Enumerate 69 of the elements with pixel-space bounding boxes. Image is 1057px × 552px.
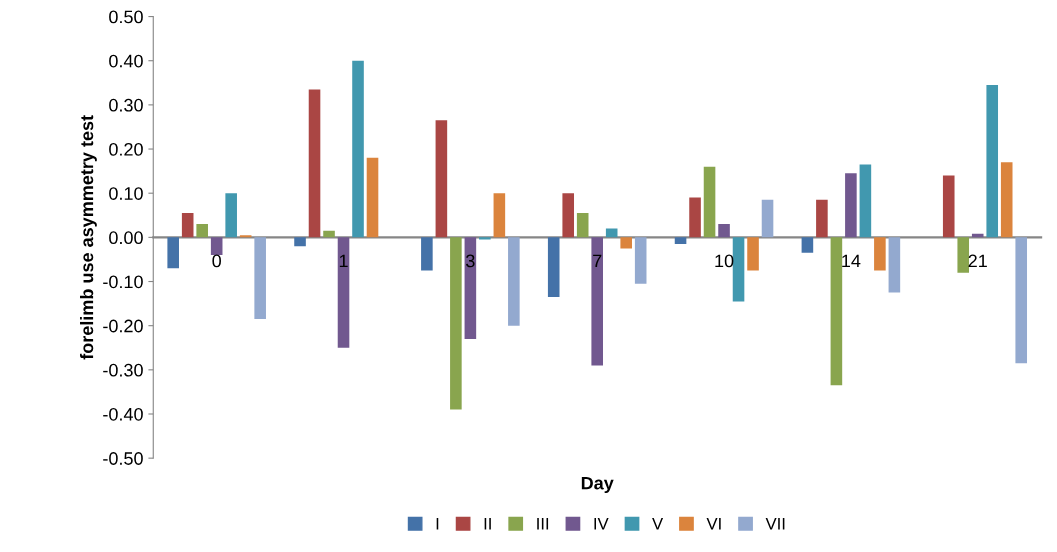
bar xyxy=(689,197,701,238)
y-tick-label: 0.20 xyxy=(109,142,143,156)
bar xyxy=(830,237,843,386)
bar xyxy=(196,224,208,238)
bar xyxy=(1015,237,1028,364)
x-tick-label: 7 xyxy=(593,254,602,268)
bar xyxy=(323,230,335,238)
legend-label: V xyxy=(652,518,664,530)
bar xyxy=(674,237,687,244)
bar xyxy=(620,237,632,249)
bar xyxy=(562,193,575,238)
bar xyxy=(576,213,589,238)
bar xyxy=(1000,162,1013,238)
bar xyxy=(816,199,828,238)
bar xyxy=(957,237,970,273)
bar xyxy=(874,237,886,271)
bar xyxy=(547,237,560,297)
bar xyxy=(167,237,179,269)
bar xyxy=(703,166,716,238)
bar xyxy=(732,237,745,302)
y-tick-label: -0.20 xyxy=(103,319,143,333)
y-tick-label: 0.10 xyxy=(109,187,143,200)
bar xyxy=(308,89,321,238)
x-tick-label: 3 xyxy=(466,254,475,268)
bar xyxy=(352,60,364,238)
bar xyxy=(591,237,603,366)
bar xyxy=(888,237,901,293)
bar xyxy=(294,237,306,247)
bar xyxy=(254,237,266,320)
bar xyxy=(942,175,955,238)
bar xyxy=(761,199,774,238)
bar xyxy=(747,237,759,271)
x-axis-title: Day xyxy=(581,476,614,494)
bar xyxy=(421,237,433,271)
legend-label: I xyxy=(436,518,439,530)
bar xyxy=(508,237,520,326)
x-tick-label: 14 xyxy=(842,254,861,268)
x-tick-label: 0 xyxy=(212,254,221,268)
y-tick-label: 0.40 xyxy=(109,54,143,68)
bar xyxy=(464,237,477,339)
bar xyxy=(210,237,223,256)
bar xyxy=(366,157,379,238)
y-axis-title: forelimb use asymmetry test xyxy=(80,115,97,360)
y-tick-label: -0.40 xyxy=(103,407,143,421)
legend-label: VII xyxy=(765,518,785,530)
bar xyxy=(859,164,872,238)
bar xyxy=(450,237,462,410)
bar xyxy=(337,237,350,348)
y-tick-label: -0.50 xyxy=(103,452,143,465)
legend-label: VI xyxy=(706,518,721,530)
y-tick-label: -0.10 xyxy=(103,275,143,289)
y-tick-label: 0.50 xyxy=(109,10,143,24)
bar xyxy=(718,224,730,238)
x-tick-label: 1 xyxy=(339,254,348,268)
bar xyxy=(493,193,506,238)
bar xyxy=(479,237,491,240)
legend-label: III xyxy=(537,518,549,530)
bar xyxy=(845,173,857,238)
y-tick-label: -0.30 xyxy=(103,363,143,377)
y-tick-label: 0.30 xyxy=(109,98,143,112)
bar xyxy=(225,193,237,238)
legend-label: IV xyxy=(594,518,609,530)
bar xyxy=(986,85,999,238)
legend-label: II xyxy=(484,518,491,530)
bar xyxy=(634,237,647,284)
y-tick-label: 0.00 xyxy=(109,231,143,245)
bar xyxy=(435,120,448,238)
bar xyxy=(801,237,814,253)
bar xyxy=(181,213,194,238)
